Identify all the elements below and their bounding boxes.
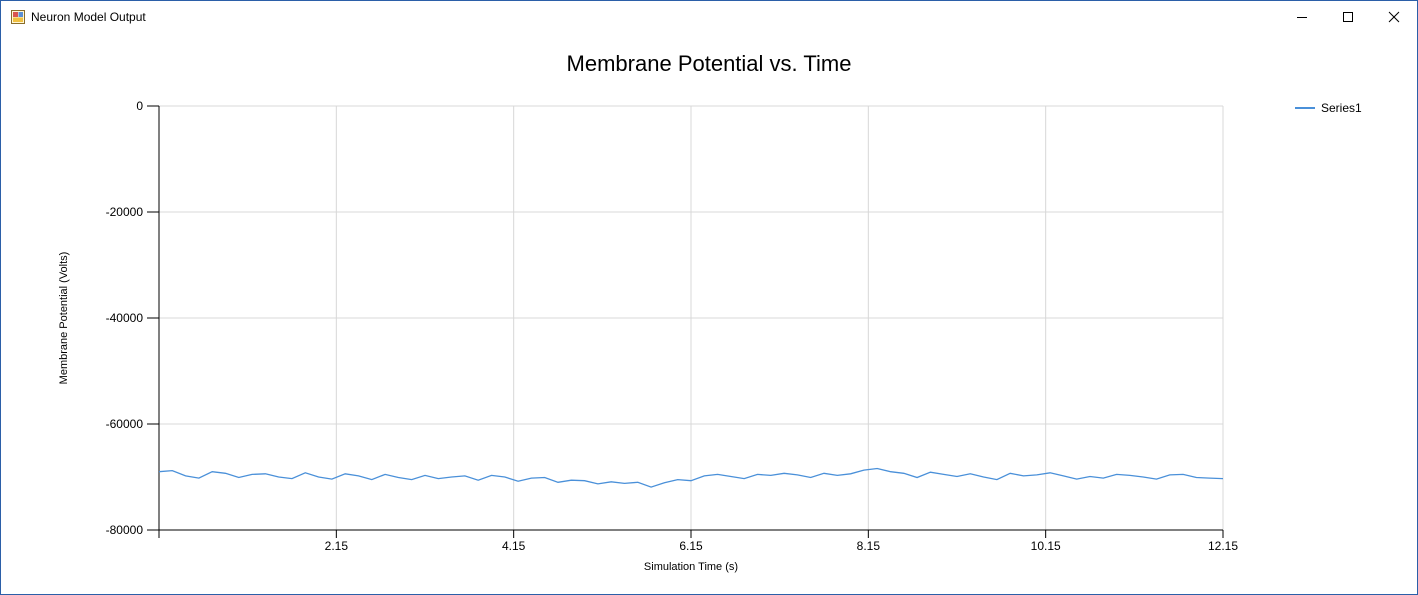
x-tick-label: 6.15 — [679, 539, 703, 553]
y-tick-label: -60000 — [106, 417, 144, 431]
chart-title: Membrane Potential vs. Time — [566, 51, 852, 76]
y-tick-label: -40000 — [106, 311, 144, 325]
x-tick-label: 8.15 — [857, 539, 881, 553]
series-line-series1 — [158, 467, 1224, 488]
x-tick-label: 2.15 — [325, 539, 349, 553]
maximize-icon — [1343, 12, 1353, 22]
minimize-button[interactable] — [1279, 1, 1325, 33]
y-tick-label: 0 — [136, 99, 143, 113]
window-title: Neuron Model Output — [31, 10, 146, 24]
x-axis-label: Simulation Time (s) — [644, 561, 738, 573]
chart-area: 0 -20000 -40000 -60000 -80000 2.15 4.15 6.15 8.1… — [1, 33, 1417, 594]
title-bar[interactable]: Neuron Model Output — [1, 1, 1417, 33]
y-tick-label: -20000 — [106, 205, 144, 219]
maximize-button[interactable] — [1325, 1, 1371, 33]
minimize-icon — [1297, 17, 1307, 18]
y-axis-label: Membrane Potential (Volts) — [58, 252, 70, 385]
line-chart: 0 -20000 -40000 -60000 -80000 2.15 4.15 6.15 8.1… — [58, 99, 1362, 573]
y-tick-label: -80000 — [106, 523, 144, 537]
x-tick-label: 12.15 — [1208, 539, 1238, 553]
close-button[interactable] — [1371, 1, 1417, 33]
x-tick-label: 4.15 — [502, 539, 526, 553]
app-icon — [11, 10, 25, 24]
legend-label: Series1 — [1321, 101, 1362, 115]
x-tick-label: 10.15 — [1031, 539, 1061, 553]
close-icon — [1388, 11, 1400, 23]
